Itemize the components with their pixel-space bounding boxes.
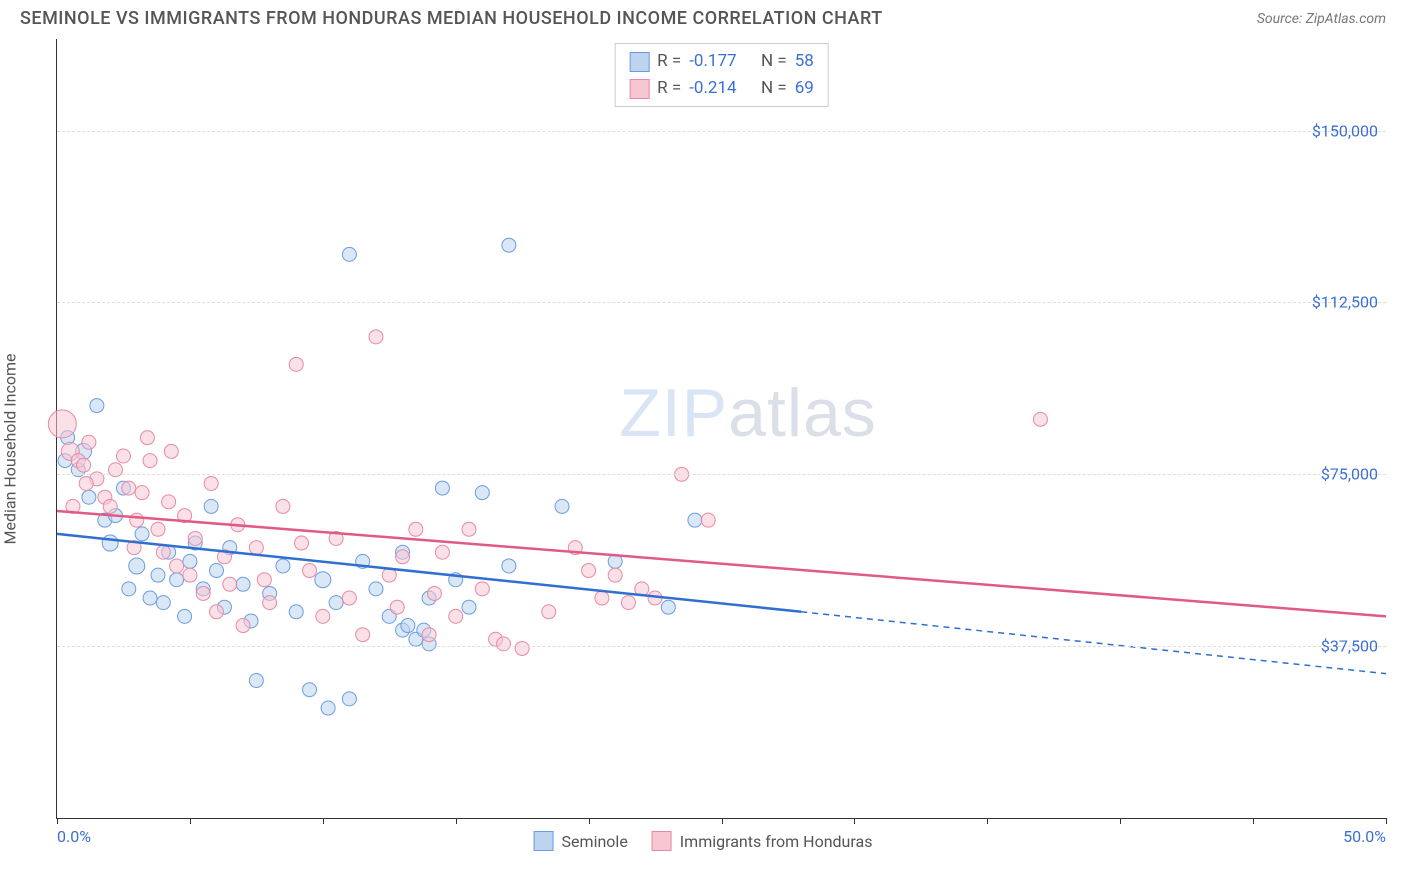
legend-swatch-0	[534, 831, 554, 851]
xtick	[1120, 818, 1121, 824]
ytick-label: $150,000	[1312, 121, 1378, 140]
xtick	[456, 818, 457, 824]
xtick	[190, 818, 191, 824]
xtick	[722, 818, 723, 824]
legend-swatch-1	[652, 831, 672, 851]
xtick-label-max: 50.0%	[1343, 827, 1386, 846]
legend-label-1: Immigrants from Honduras	[680, 832, 873, 851]
legend-item-0: Seminole	[534, 831, 628, 851]
gridline-h	[57, 646, 1386, 647]
gridline-h	[57, 474, 1386, 475]
gridline-h	[57, 131, 1386, 132]
gridline-h	[57, 302, 1386, 303]
xtick	[1253, 818, 1254, 824]
ytick-label: $75,000	[1321, 465, 1378, 484]
ytick-label: $112,500	[1312, 293, 1378, 312]
xtick	[57, 818, 58, 824]
series-legend: Seminole Immigrants from Honduras	[534, 831, 873, 851]
xtick	[323, 818, 324, 824]
plot-area: ZIPatlas R = -0.177 N = 58 R = -0.214 N …	[56, 39, 1386, 819]
legend-label-0: Seminole	[562, 832, 628, 851]
xtick	[589, 818, 590, 824]
chart-header: SEMINOLE VS IMMIGRANTS FROM HONDURAS MED…	[0, 0, 1406, 35]
xtick	[854, 818, 855, 824]
chart-source: Source: ZipAtlas.com	[1257, 11, 1386, 27]
legend-item-1: Immigrants from Honduras	[652, 831, 873, 851]
chart-title: SEMINOLE VS IMMIGRANTS FROM HONDURAS MED…	[20, 8, 883, 29]
plot-svg	[57, 39, 1386, 818]
xtick-label-min: 0.0%	[57, 827, 91, 846]
chart-container: Median Household Income ZIPatlas R = -0.…	[20, 39, 1386, 859]
y-axis-label: Median Household Income	[1, 354, 20, 545]
xtick	[987, 818, 988, 824]
xtick	[1386, 818, 1387, 824]
ytick-label: $37,500	[1321, 637, 1378, 656]
